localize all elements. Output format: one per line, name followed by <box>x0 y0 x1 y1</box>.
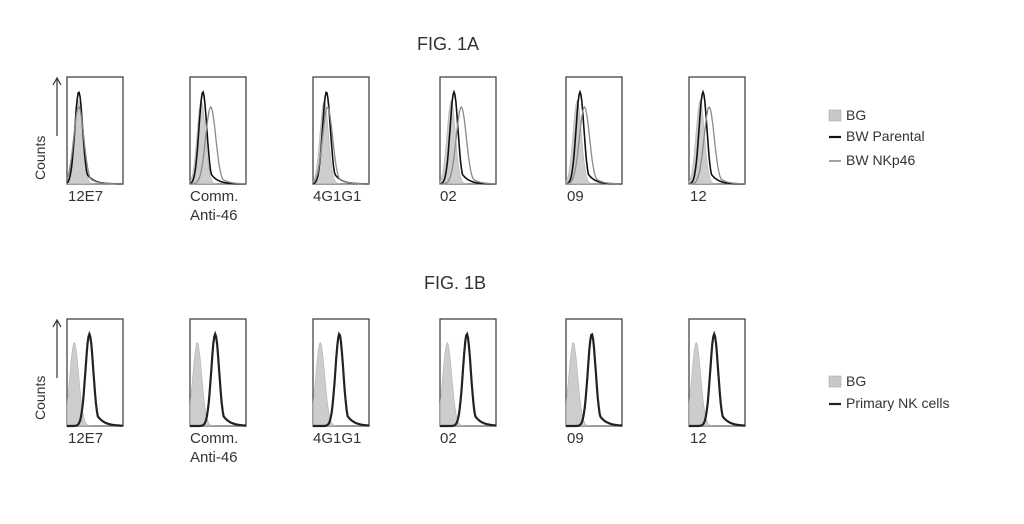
fig-1b-panel-4-primary-nk-cells-histogram <box>440 331 497 428</box>
fig-1b-label-comm: Comm. Anti-46 <box>190 429 238 467</box>
fig-1a-label-comm-text: Comm. Anti-46 <box>190 188 239 224</box>
fig-1b-panel-6-primary-nk-cells-histogram <box>689 330 746 428</box>
fig-1a-legend-parental: BW Parental <box>846 128 925 144</box>
fig-1b-label-comm-text: Comm. Anti-46 <box>190 430 239 466</box>
fig-1b-panel-1-primary-nk-cells-histogram <box>67 330 123 428</box>
fig-1a-label-comm: Comm. Anti-46 <box>190 187 238 225</box>
fig-1b-label-12: 12 <box>690 430 707 447</box>
fig-1a-label-12e7: 12E7 <box>68 188 104 205</box>
fig-1b-legend-bg-swatch <box>828 375 842 388</box>
fig-1b-panel-5-primary-nk-cells-histogram <box>566 332 623 428</box>
fig-1b-panel-4-bg-histogram <box>439 342 496 427</box>
fig-1b-label-12e7: 12E7 <box>68 430 104 447</box>
fig-1b-legend-primary: Primary NK cells <box>846 395 950 411</box>
fig-1a-title: FIG. 1A <box>417 34 480 54</box>
fig-1b-panel-3-bg-histogram <box>312 342 369 427</box>
fig-1a-label-12: 12 <box>690 188 707 205</box>
fig-1b-panel-6-bg-histogram <box>688 342 745 427</box>
fig-1b-panel-3-primary-nk-cells-histogram <box>313 331 369 428</box>
fig-1a-yaxis-arrow-head <box>52 76 62 86</box>
fig-1a-legend-nkp46: BW NKp46 <box>846 152 916 168</box>
fig-1a-label-09: 09 <box>567 188 584 205</box>
fig-1b-panel-2-bg-histogram <box>189 342 246 427</box>
fig-1b-label-02: 02 <box>440 430 457 447</box>
fig-1a-label-4g1g1: 4G1G1 <box>313 188 362 205</box>
fig-1a-panel-1-bw-nkp46-histogram <box>66 106 124 185</box>
fig-1b-legend-bg: BG <box>846 373 867 389</box>
fig-1b-panel-5-bg-histogram <box>565 342 622 427</box>
fig-1b-title: FIG. 1B <box>424 273 487 293</box>
fig-1a-legend-bg: BG <box>846 107 867 123</box>
fig-1a-panel-3-bw-nkp46-histogram <box>312 106 369 185</box>
fig-1a-panel-2-bw-nkp46-histogram <box>190 105 246 185</box>
fig-1a-panel-5-bw-nkp46-histogram <box>565 105 622 185</box>
fig-1b-panel-2-primary-nk-cells-histogram <box>190 330 247 428</box>
fig-1b-yaxis-arrow-head <box>52 318 62 328</box>
fig-1b-label-09: 09 <box>567 430 584 447</box>
fig-1a-panel-4-bw-nkp46-histogram <box>440 105 496 185</box>
fig-1a-panel-6-bw-nkp46-histogram <box>688 106 745 185</box>
fig-1b-label-4g1g1: 4G1G1 <box>313 430 362 447</box>
fig-1a-label-02: 02 <box>440 188 457 205</box>
fig-1a-legend-bg-swatch <box>828 109 842 122</box>
